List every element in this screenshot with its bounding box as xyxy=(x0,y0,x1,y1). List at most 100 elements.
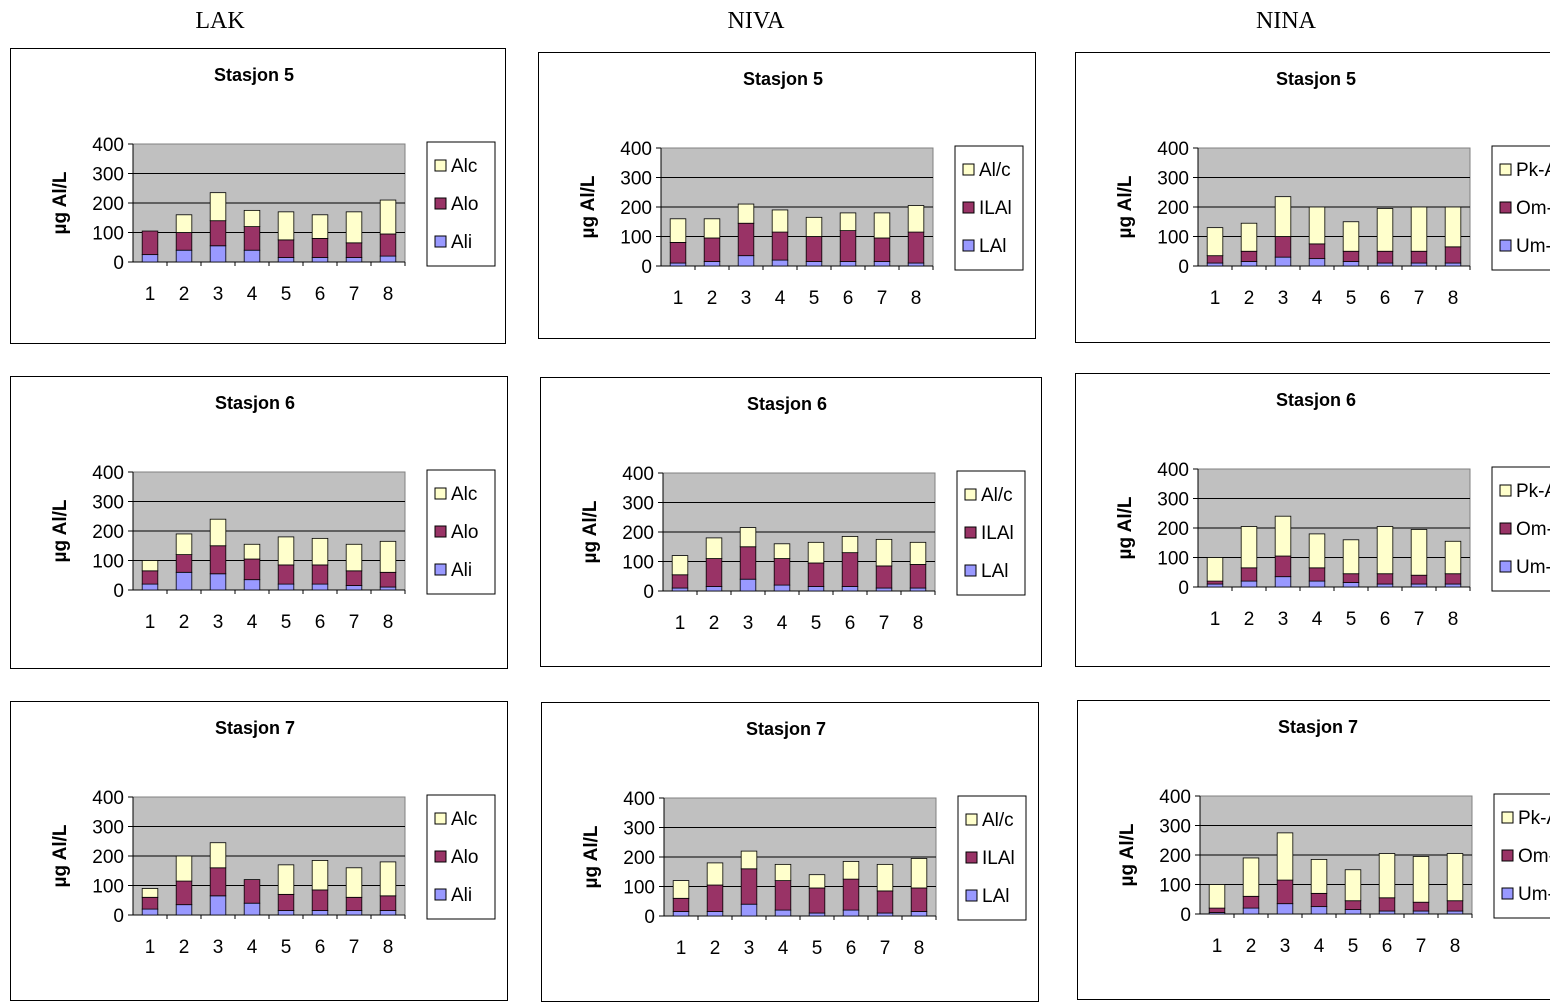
bar-segment-ilal xyxy=(910,887,928,912)
bar-segment-al-c xyxy=(876,863,894,892)
x-tick-label: 8 xyxy=(383,284,394,305)
legend-label-ali: Ali xyxy=(451,232,472,253)
bar-segment-alo xyxy=(175,554,193,573)
legend-swatch-ilal xyxy=(965,851,978,864)
y-tick-label: 0 xyxy=(643,582,654,603)
bar-segment-ilal xyxy=(737,222,755,257)
chart-panel-nina-stasjon6: Stasjon 6 0 100 200 300 400 µg Al/L 1 2 3 4 5 6 7 8 Pk-… xyxy=(1075,373,1550,667)
x-tick-label: 5 xyxy=(281,612,292,633)
legend-label-lal: LAl xyxy=(981,561,1008,582)
bar-segment-pk-al xyxy=(1206,557,1224,582)
bar-segment-ali xyxy=(277,257,295,263)
legend-label-alc: Alc xyxy=(451,484,477,505)
bar-segment-lal xyxy=(839,261,857,267)
bar-segment-ali xyxy=(379,586,397,591)
bar-segment-ali xyxy=(311,910,329,916)
bar-segment-alc xyxy=(379,861,397,897)
bar-segment-pk-al xyxy=(1276,832,1294,881)
bar-segment-pk-al xyxy=(1444,206,1462,248)
x-tick-label: 6 xyxy=(1380,288,1391,309)
bar-segment-al-c xyxy=(672,880,690,899)
bar-segment-ali xyxy=(141,908,159,916)
bar-segment-alo xyxy=(209,220,227,247)
bar-segment-alo xyxy=(141,896,159,910)
bar-segment-alo xyxy=(243,879,261,904)
x-tick-label: 6 xyxy=(315,284,326,305)
bar-segment-um-al xyxy=(1410,583,1428,588)
bar-segment-lal xyxy=(909,587,927,592)
bar-segment-um-al xyxy=(1376,262,1394,267)
y-tick-label: 300 xyxy=(92,818,124,839)
bar-segment-pk-al xyxy=(1412,856,1430,903)
bar-segment-lal xyxy=(842,909,860,917)
y-axis-label: µg Al/L xyxy=(1115,175,1136,238)
y-axis-label: µg Al/L xyxy=(50,499,71,562)
bar-segment-alo xyxy=(277,893,295,911)
legend-label-alo: Alo xyxy=(451,522,478,543)
bar-segment-pk-al xyxy=(1376,208,1394,252)
x-tick-label: 6 xyxy=(315,937,326,958)
x-tick-label: 2 xyxy=(707,288,718,309)
x-tick-label: 1 xyxy=(145,284,156,305)
chart-title: Stasjon 6 xyxy=(747,394,827,414)
bar-segment-ali xyxy=(243,579,261,591)
bar-segment-ilal xyxy=(909,564,927,589)
x-tick-label: 6 xyxy=(845,613,856,634)
bar-segment-ilal xyxy=(774,880,792,911)
bar-segment-al-c xyxy=(703,218,721,239)
legend-label-ilal: ILAl xyxy=(981,523,1014,544)
bar-segment-om-al xyxy=(1376,250,1394,264)
bar-segment-alo xyxy=(311,237,329,258)
x-tick-label: 2 xyxy=(1244,288,1255,309)
bar-segment-lal xyxy=(771,259,789,267)
bar-segment-pk-al xyxy=(1342,221,1360,252)
bar-segment-lal xyxy=(672,911,690,917)
y-tick-label: 200 xyxy=(1159,846,1191,867)
legend-label-pk-al: Pk-Al xyxy=(1518,808,1550,829)
y-tick-label: 100 xyxy=(620,228,652,249)
legend-label-pk-al: Pk-Al xyxy=(1516,160,1550,181)
chart-svg: Stasjon 6 0 100 200 300 400 µg Al/L 1 2 3 4 5 6 7 8 Pk-… xyxy=(1115,390,1550,630)
bar-segment-ilal xyxy=(739,546,757,580)
bar-segment-um-al xyxy=(1310,906,1328,915)
x-tick-label: 8 xyxy=(914,938,925,959)
x-tick-label: 8 xyxy=(383,937,394,958)
bar-segment-lal xyxy=(805,261,823,267)
bar-segment-al-c xyxy=(671,555,689,576)
x-tick-label: 6 xyxy=(315,612,326,633)
bar-segment-ali xyxy=(209,895,227,916)
bar-segment-ilal xyxy=(740,868,758,905)
chart-svg: Stasjon 7 0 100 200 300 400 µg Al/L 1 2 3 4 5 6 7 8 Alc… xyxy=(50,718,496,958)
bar-segment-pk-al xyxy=(1274,515,1292,557)
bar-segment-al-c xyxy=(771,209,789,233)
x-tick-label: 3 xyxy=(213,284,224,305)
bar-segment-ali xyxy=(243,902,261,916)
bar-segment-lal xyxy=(706,911,724,917)
legend-label-ilal: ILAl xyxy=(982,848,1015,869)
y-axis-label: µg Al/L xyxy=(50,171,71,234)
legend-label-lal: LAl xyxy=(979,236,1006,257)
legend-label-ilal: ILAl xyxy=(979,198,1012,219)
bar-segment-om-al xyxy=(1206,255,1224,264)
x-tick-label: 8 xyxy=(383,612,394,633)
x-tick-label: 1 xyxy=(1210,288,1221,309)
bar-segment-lal xyxy=(703,261,721,267)
x-tick-label: 1 xyxy=(1212,936,1223,957)
bar-segment-ilal xyxy=(669,241,687,264)
x-tick-label: 2 xyxy=(710,938,721,959)
bar-segment-alo xyxy=(345,242,363,258)
y-tick-label: 0 xyxy=(1178,257,1189,278)
bar-segment-alc xyxy=(243,543,261,560)
legend-label-ali: Ali xyxy=(451,560,472,581)
bar-segment-al-c xyxy=(773,543,791,559)
bar-segment-lal xyxy=(774,909,792,917)
bar-segment-al-c xyxy=(705,537,723,559)
legend-label-pk-al: Pk-Al xyxy=(1516,481,1550,502)
legend-swatch-ali xyxy=(434,235,447,248)
bar-segment-om-al xyxy=(1412,901,1430,912)
x-tick-label: 7 xyxy=(349,612,360,633)
x-tick-label: 8 xyxy=(1450,936,1461,957)
bar-segment-om-al xyxy=(1342,573,1360,583)
bar-segment-alc xyxy=(141,560,159,572)
legend-label-alc: Alc xyxy=(451,156,477,177)
